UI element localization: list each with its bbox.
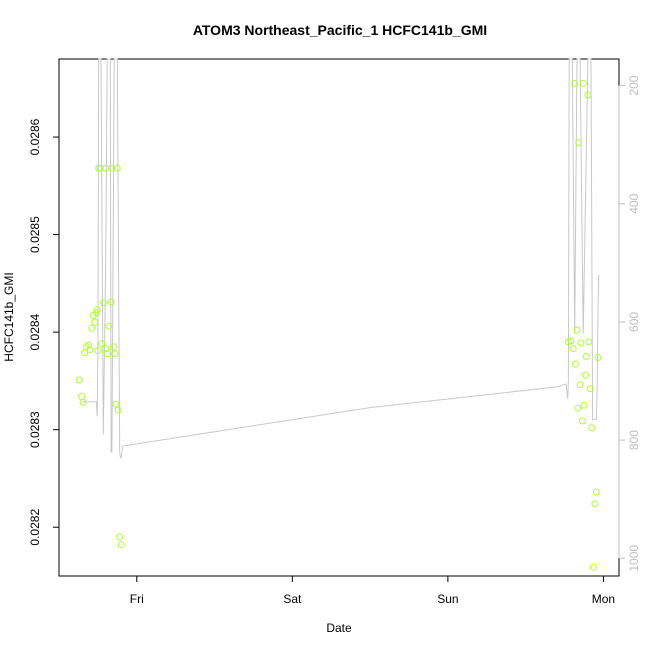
y-tick-label: 0.0286 <box>28 118 42 155</box>
data-point <box>576 381 584 389</box>
data-point <box>591 500 599 508</box>
data-point <box>92 309 100 317</box>
data-point <box>114 406 122 414</box>
x-tick-label: Mon <box>592 592 615 606</box>
data-point <box>578 417 586 425</box>
data-point <box>99 299 107 307</box>
data-point <box>117 541 125 549</box>
data-point <box>88 324 96 332</box>
right-y-tick-label: 200 <box>627 75 641 95</box>
data-point <box>108 164 116 172</box>
data-point <box>112 400 120 408</box>
x-axis-label: Date <box>326 621 352 635</box>
data-point <box>592 488 600 496</box>
data-point <box>571 360 579 368</box>
right-y-tick-label: 400 <box>627 193 641 213</box>
pressure-line <box>82 58 600 459</box>
data-point <box>580 401 588 409</box>
data-points-group <box>75 79 602 571</box>
y-tick-label: 0.0284 <box>28 313 42 350</box>
data-point <box>78 393 86 400</box>
data-point <box>113 164 121 172</box>
data-point <box>75 376 83 384</box>
plot-frame <box>58 58 620 577</box>
data-point <box>91 318 99 326</box>
data-point <box>109 343 117 351</box>
data-point <box>86 346 94 354</box>
data-point <box>573 326 581 334</box>
data-point <box>567 337 575 345</box>
right-y-axis: 200 400 600 800 1000 <box>618 75 641 572</box>
y-tick-label: 0.0283 <box>28 411 42 448</box>
x-tick-label: Fri <box>130 592 144 606</box>
data-point <box>98 340 106 348</box>
data-point <box>93 306 101 314</box>
right-y-tick-label: 600 <box>627 312 641 332</box>
y-axis-label: HCFC141b_GMI <box>2 272 16 361</box>
data-point <box>577 339 585 347</box>
pressure-line-group <box>82 58 600 459</box>
data-point <box>582 353 590 360</box>
data-point <box>586 385 594 393</box>
data-point <box>105 322 113 330</box>
data-point <box>94 347 102 355</box>
data-point <box>594 354 602 361</box>
data-point <box>85 341 93 349</box>
data-point <box>579 79 587 87</box>
data-point <box>107 298 115 306</box>
right-y-tick-label: 800 <box>627 430 641 450</box>
data-point <box>569 345 577 353</box>
data-point <box>116 533 124 541</box>
y-axis: 0.0282 0.0283 0.0284 0.0285 0.0286 <box>28 118 60 546</box>
data-point <box>589 563 597 571</box>
data-point <box>584 91 592 99</box>
data-point <box>588 424 596 432</box>
data-point <box>575 139 583 147</box>
x-axis: Fri Sat Sun Mon <box>130 575 615 606</box>
right-y-tick-label: 1000 <box>627 545 641 572</box>
x-tick-label: Sat <box>283 592 302 606</box>
y-tick-label: 0.0282 <box>28 509 42 546</box>
y-tick-label: 0.0285 <box>28 216 42 253</box>
chart-title: ATOM3 Northeast_Pacific_1 HCFC141b_GMI <box>193 22 487 38</box>
data-point <box>103 350 111 358</box>
data-point <box>79 398 87 406</box>
data-point <box>571 79 579 87</box>
data-point <box>585 338 593 346</box>
data-point <box>102 345 110 353</box>
x-tick-label: Sun <box>437 592 458 606</box>
data-point <box>574 404 582 412</box>
data-point <box>111 350 119 358</box>
data-point <box>582 371 590 379</box>
